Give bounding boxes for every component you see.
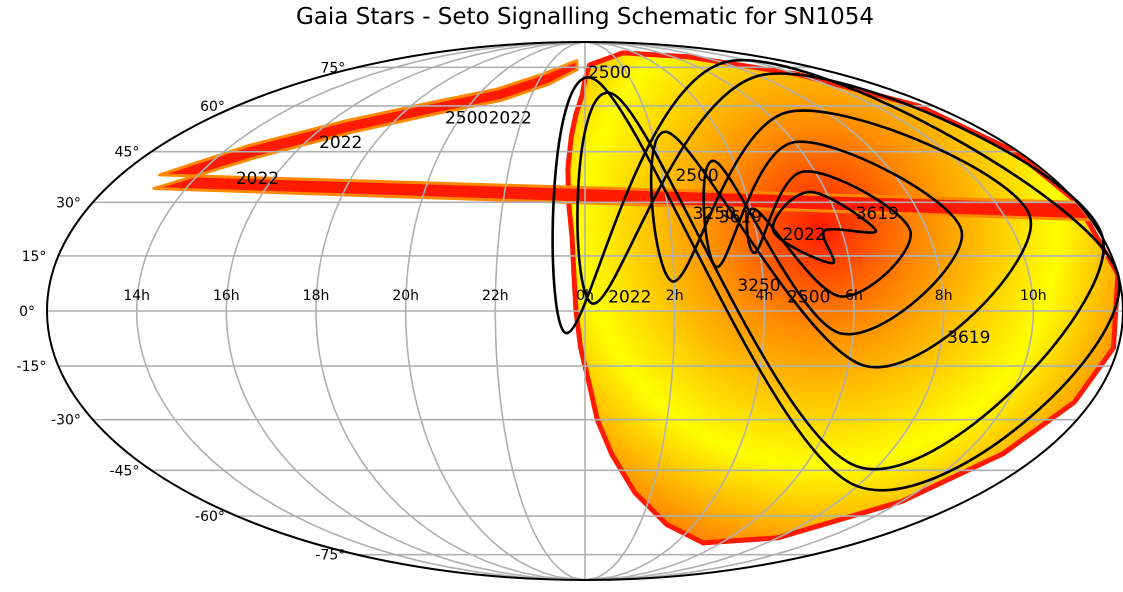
ra-tick-label: 20h xyxy=(392,288,419,304)
ra-gridline xyxy=(584,42,676,580)
ra-tick-label: 18h xyxy=(303,288,330,304)
ra-tick-label: 16h xyxy=(213,288,240,304)
ra-tick-label: 14h xyxy=(123,288,150,304)
ra-gridline xyxy=(135,42,586,580)
map-boundary xyxy=(46,41,1123,581)
contour-line-2500 xyxy=(551,59,1121,492)
ra-gridline xyxy=(315,42,586,580)
contour-label: 2500 xyxy=(445,109,488,129)
contour-label: 3250 xyxy=(693,204,736,224)
contour-label: 2022 xyxy=(782,225,825,245)
contour-label: 3250 xyxy=(737,276,780,296)
ra-gridline xyxy=(494,42,586,580)
contours xyxy=(551,59,1121,492)
ra-tick-label: 8h xyxy=(935,288,953,304)
ra-tick-label: 6h xyxy=(845,288,863,304)
contour-label: 3619 xyxy=(856,204,899,224)
ra-tick-label: 22h xyxy=(482,288,509,304)
contour-label: 2500 xyxy=(588,63,631,83)
ra-gridline xyxy=(584,42,855,580)
dec-tick-label: 0° xyxy=(19,304,35,320)
dec-tick-label: 60° xyxy=(200,99,225,115)
contour-label: 2022 xyxy=(319,133,362,153)
contour-line-2022 xyxy=(576,72,1105,471)
contour-label: 2022 xyxy=(608,287,651,307)
dec-tick-label: 15° xyxy=(22,249,47,265)
contour-line-3619 xyxy=(649,109,1033,369)
chart-title: Gaia Stars - Seto Signalling Schematic f… xyxy=(296,4,874,30)
dec-tick-label: -30° xyxy=(51,413,81,429)
contour-label: 2022 xyxy=(489,109,532,129)
dec-tick-labels: 75° 60° 45° 30° 15° 0° -15° -30° -45° -60° -75° xyxy=(17,60,346,563)
dec-tick-label: -15° xyxy=(17,359,47,375)
contour-label: 2500 xyxy=(787,287,830,307)
ra-gridline xyxy=(584,42,1035,580)
ra-tick-label: 10h xyxy=(1020,288,1047,304)
ra-gridline xyxy=(584,42,945,580)
dec-tick-label: 45° xyxy=(115,145,140,161)
dec-tick-label: 75° xyxy=(320,60,345,76)
contour-line-2022 xyxy=(771,190,878,265)
contour-line-3250 xyxy=(702,140,964,336)
star-density-band xyxy=(152,59,1093,222)
dec-tick-label: -45° xyxy=(110,463,140,479)
contour-label: 2500 xyxy=(675,166,718,186)
contour-label: 3619 xyxy=(947,328,990,348)
contour-label: 2022 xyxy=(236,169,279,189)
dec-tick-label: 30° xyxy=(56,195,81,211)
contour-labels: 2022250032503619361932503619250020222500… xyxy=(236,63,991,348)
ra-gridline xyxy=(225,42,586,580)
ra-gridline xyxy=(584,42,766,580)
contour-label: 3619 xyxy=(719,207,762,227)
dec-tick-label: -60° xyxy=(195,509,225,525)
ra-tick-labels: 14h 16h 18h 20h 22h 0h 2h 4h 6h 8h 10h xyxy=(123,288,1046,304)
ra-gridline xyxy=(404,42,586,580)
contour-line-2500 xyxy=(745,170,912,298)
ra-tick-label: 2h xyxy=(666,288,684,304)
ra-tick-label: 0h xyxy=(576,288,594,304)
dec-tick-label: -75° xyxy=(315,548,345,564)
ra-tick-label: 4h xyxy=(755,288,773,304)
